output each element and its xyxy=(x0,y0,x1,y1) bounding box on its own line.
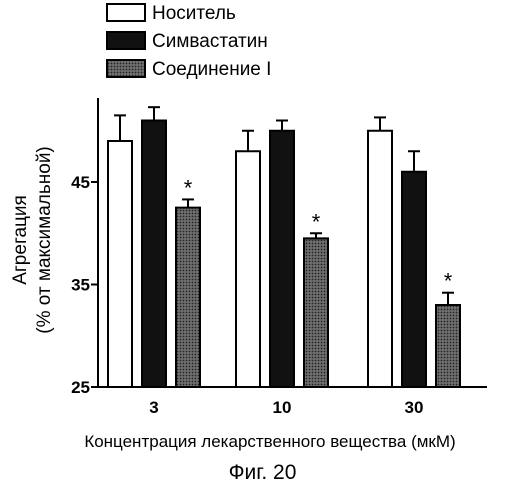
legend-label-2: Симвастатин xyxy=(152,31,268,52)
legend-swatch-3 xyxy=(107,60,145,77)
bar-3-3 xyxy=(176,208,200,387)
y-tick-label-25: 25 xyxy=(71,378,90,397)
bar-1-3 xyxy=(108,141,132,387)
bar-1-30 xyxy=(368,131,392,387)
x-tick-label-3: 3 xyxy=(149,398,158,417)
bar-3-10 xyxy=(304,238,328,387)
bar-2-3 xyxy=(142,121,166,388)
chart: Носитель Симвастатин Соединение I 25 35 45 *… xyxy=(0,0,525,455)
legend: Носитель Симвастатин Соединение I xyxy=(107,3,271,80)
y-axis-title-line1: Агрегация xyxy=(10,195,31,285)
bar-2-30 xyxy=(402,172,426,387)
x-axis-title: Концентрация лекарственного вещества (мк… xyxy=(84,432,455,451)
x-tick-label-30: 30 xyxy=(405,398,424,417)
bars xyxy=(108,107,460,387)
legend-swatch-1 xyxy=(107,4,145,21)
bar-1-10 xyxy=(236,151,260,387)
bar-2-10 xyxy=(270,131,294,387)
significance-star-30: * xyxy=(444,269,453,294)
y-tick-label-45: 45 xyxy=(71,173,90,192)
y-axis-title-line2: (% от максимальной) xyxy=(34,146,55,334)
y-tick-label-35: 35 xyxy=(71,276,90,295)
bar-3-30 xyxy=(436,305,460,387)
legend-label-3: Соединение I xyxy=(152,59,271,80)
significance-star-10: * xyxy=(312,209,321,234)
legend-label-1: Носитель xyxy=(152,3,236,24)
significance-star-3: * xyxy=(184,175,193,200)
legend-swatch-2 xyxy=(107,32,145,49)
figure-caption: Фиг. 20 xyxy=(0,461,525,485)
x-tick-label-10: 10 xyxy=(273,398,292,417)
